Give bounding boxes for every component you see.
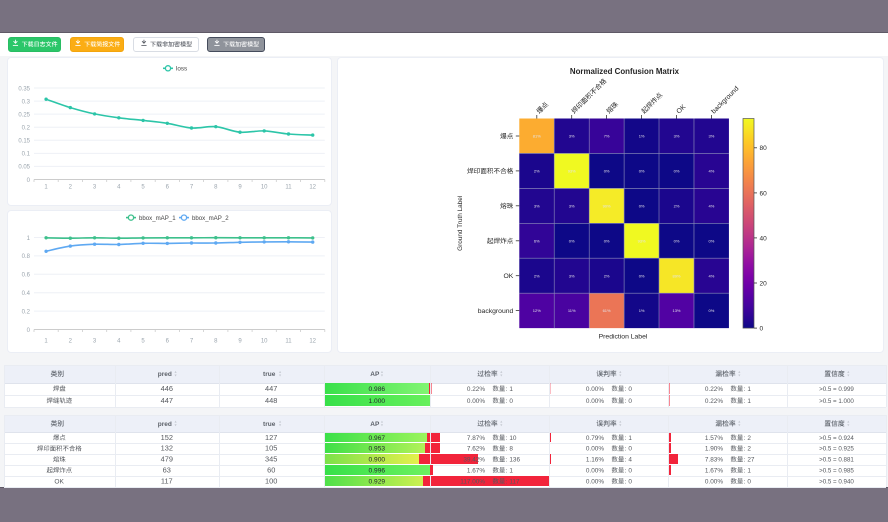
svg-text:12: 12 (309, 339, 316, 345)
svg-text:2: 2 (69, 339, 73, 345)
svg-text:0%: 0% (709, 238, 715, 243)
svg-text:6: 6 (166, 339, 170, 345)
svg-text:0.35: 0.35 (18, 86, 30, 92)
svg-text:1: 1 (44, 339, 48, 345)
svg-text:1: 1 (44, 185, 48, 191)
svg-text:12: 12 (309, 185, 316, 191)
svg-text:6: 6 (166, 185, 170, 191)
svg-text:0%: 0% (604, 169, 610, 174)
svg-text:Ground Truth Label: Ground Truth Label (457, 196, 464, 251)
svg-text:5: 5 (141, 339, 145, 345)
svg-text:80: 80 (760, 145, 768, 152)
svg-text:20: 20 (760, 280, 768, 287)
svg-text:3%: 3% (569, 203, 575, 208)
svg-text:OK: OK (675, 103, 687, 115)
svg-text:0.05: 0.05 (18, 165, 30, 171)
svg-text:4%: 4% (709, 169, 715, 174)
svg-text:7: 7 (190, 185, 194, 191)
svg-text:0: 0 (760, 326, 764, 333)
svg-text:12%: 12% (533, 308, 541, 313)
svg-text:0%: 0% (569, 238, 575, 243)
svg-text:0.8: 0.8 (22, 254, 31, 260)
svg-text:4: 4 (117, 339, 121, 345)
svg-text:bbox_mAP_2: bbox_mAP_2 (192, 215, 229, 222)
svg-text:3: 3 (93, 185, 97, 191)
svg-text:Prediction Label: Prediction Label (599, 334, 648, 341)
svg-text:93%: 93% (568, 169, 576, 174)
svg-text:8: 8 (214, 185, 218, 191)
svg-text:81%: 81% (533, 134, 541, 139)
svg-text:3%: 3% (569, 273, 575, 278)
svg-text:3%: 3% (674, 134, 680, 139)
svg-text:3%: 3% (709, 134, 715, 139)
svg-text:0%: 0% (709, 308, 715, 313)
svg-text:13%: 13% (672, 308, 680, 313)
svg-text:0.2: 0.2 (22, 126, 31, 132)
svg-text:11%: 11% (568, 308, 576, 313)
svg-text:0.6: 0.6 (22, 273, 31, 279)
svg-text:0%: 0% (639, 273, 645, 278)
svg-text:61%: 61% (603, 308, 611, 313)
svg-text:4%: 4% (709, 273, 715, 278)
svg-text:background: background (478, 308, 514, 315)
svg-text:loss: loss (176, 66, 187, 73)
svg-text:1%: 1% (639, 308, 645, 313)
svg-text:11: 11 (285, 339, 292, 345)
svg-text:2%: 2% (604, 273, 610, 278)
svg-text:0.25: 0.25 (18, 112, 30, 118)
svg-text:0.15: 0.15 (18, 139, 30, 145)
svg-text:0.1: 0.1 (22, 152, 31, 158)
svg-text:1: 1 (27, 236, 31, 242)
svg-text:0%: 0% (639, 203, 645, 208)
svg-text:40: 40 (760, 235, 768, 242)
svg-text:9: 9 (238, 339, 242, 345)
svg-text:11: 11 (285, 185, 292, 191)
svg-text:0: 0 (27, 178, 31, 184)
svg-text:4: 4 (117, 185, 121, 191)
svg-text:10: 10 (261, 339, 268, 345)
svg-text:6%: 6% (534, 238, 540, 243)
svg-text:0: 0 (27, 328, 31, 334)
svg-text:OK: OK (503, 273, 513, 280)
svg-text:3: 3 (93, 339, 97, 345)
svg-text:9: 9 (238, 185, 242, 191)
svg-text:7%: 7% (604, 134, 610, 139)
svg-text:Normalized Confusion Matrix: Normalized Confusion Matrix (570, 67, 680, 76)
svg-text:0%: 0% (604, 238, 610, 243)
svg-text:7: 7 (190, 339, 194, 345)
svg-text:2%: 2% (534, 273, 540, 278)
svg-text:3%: 3% (569, 134, 575, 139)
svg-text:0.3: 0.3 (22, 99, 31, 105)
svg-text:89%: 89% (672, 273, 680, 278)
svg-text:93%: 93% (638, 238, 646, 243)
svg-text:4%: 4% (709, 203, 715, 208)
svg-text:2: 2 (69, 185, 73, 191)
svg-text:90%: 90% (603, 203, 611, 208)
svg-text:0%: 0% (674, 169, 680, 174)
svg-text:background: background (710, 85, 740, 115)
svg-text:3%: 3% (534, 203, 540, 208)
svg-text:0.4: 0.4 (22, 291, 31, 297)
svg-text:bbox_mAP_1: bbox_mAP_1 (139, 215, 176, 222)
svg-text:0%: 0% (639, 169, 645, 174)
svg-text:0%: 0% (674, 238, 680, 243)
svg-text:2%: 2% (674, 203, 680, 208)
svg-text:60: 60 (760, 190, 768, 197)
svg-text:5: 5 (141, 185, 145, 191)
svg-text:1%: 1% (639, 134, 645, 139)
svg-text:8: 8 (214, 339, 218, 345)
svg-text:2%: 2% (534, 169, 540, 174)
svg-text:10: 10 (261, 185, 268, 191)
svg-text:0.2: 0.2 (22, 309, 31, 315)
